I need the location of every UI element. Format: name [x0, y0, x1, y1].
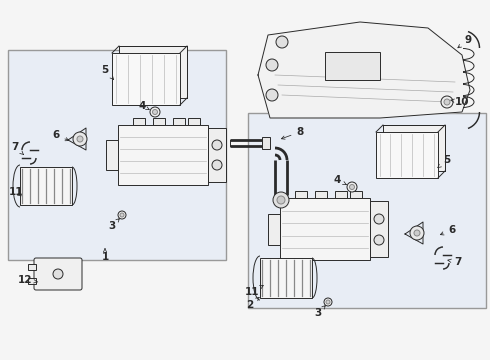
- Bar: [315, 191, 327, 198]
- FancyBboxPatch shape: [34, 258, 82, 290]
- Text: 3: 3: [108, 219, 120, 231]
- Circle shape: [347, 182, 357, 192]
- Circle shape: [150, 107, 160, 117]
- Circle shape: [73, 132, 87, 146]
- Bar: [260, 258, 312, 298]
- Circle shape: [349, 185, 354, 189]
- Text: 4: 4: [138, 101, 149, 111]
- Bar: [153, 118, 165, 125]
- Circle shape: [441, 96, 453, 108]
- Bar: [262, 137, 270, 149]
- Bar: [119, 46, 187, 98]
- Text: 10: 10: [451, 97, 469, 107]
- Circle shape: [120, 213, 124, 217]
- Text: 9: 9: [458, 35, 471, 48]
- Circle shape: [414, 230, 420, 236]
- Bar: [335, 191, 347, 198]
- Circle shape: [118, 211, 126, 219]
- Text: 6: 6: [52, 130, 69, 141]
- Text: 1: 1: [101, 249, 109, 262]
- Circle shape: [276, 36, 288, 48]
- Text: 11: 11: [9, 187, 23, 197]
- Text: 6: 6: [441, 225, 456, 235]
- Text: 8: 8: [281, 127, 304, 139]
- Bar: [8, 50, 226, 260]
- Bar: [268, 214, 280, 245]
- Text: 4: 4: [333, 175, 346, 185]
- Bar: [133, 118, 145, 125]
- Bar: [280, 198, 370, 260]
- Text: 5: 5: [438, 155, 451, 168]
- Bar: [28, 278, 36, 284]
- Circle shape: [326, 300, 330, 304]
- Bar: [188, 118, 200, 125]
- Circle shape: [374, 235, 384, 245]
- Bar: [28, 264, 36, 270]
- Text: 7: 7: [448, 257, 462, 267]
- Circle shape: [277, 196, 285, 204]
- Polygon shape: [258, 22, 470, 118]
- Bar: [370, 201, 388, 257]
- Circle shape: [212, 140, 222, 150]
- Bar: [383, 125, 445, 171]
- Text: 12: 12: [18, 275, 38, 285]
- Circle shape: [266, 59, 278, 71]
- Text: 3: 3: [315, 306, 325, 318]
- Circle shape: [53, 269, 63, 279]
- Bar: [350, 191, 362, 198]
- Text: 2: 2: [246, 297, 259, 310]
- Circle shape: [273, 192, 289, 208]
- Text: 11: 11: [245, 285, 263, 297]
- Circle shape: [266, 89, 278, 101]
- Bar: [376, 132, 438, 178]
- Circle shape: [374, 214, 384, 224]
- Circle shape: [152, 109, 157, 114]
- Bar: [20, 167, 72, 205]
- Circle shape: [77, 136, 83, 142]
- Circle shape: [410, 226, 424, 240]
- Text: 7: 7: [11, 142, 24, 155]
- Bar: [112, 53, 180, 105]
- Bar: [325, 52, 380, 80]
- Bar: [118, 125, 208, 185]
- Circle shape: [444, 99, 450, 105]
- Text: 5: 5: [101, 65, 114, 79]
- Bar: [248, 113, 486, 308]
- Bar: [295, 191, 307, 198]
- Bar: [106, 140, 118, 170]
- Bar: [173, 118, 185, 125]
- Bar: [208, 128, 226, 182]
- Circle shape: [324, 298, 332, 306]
- Circle shape: [212, 160, 222, 170]
